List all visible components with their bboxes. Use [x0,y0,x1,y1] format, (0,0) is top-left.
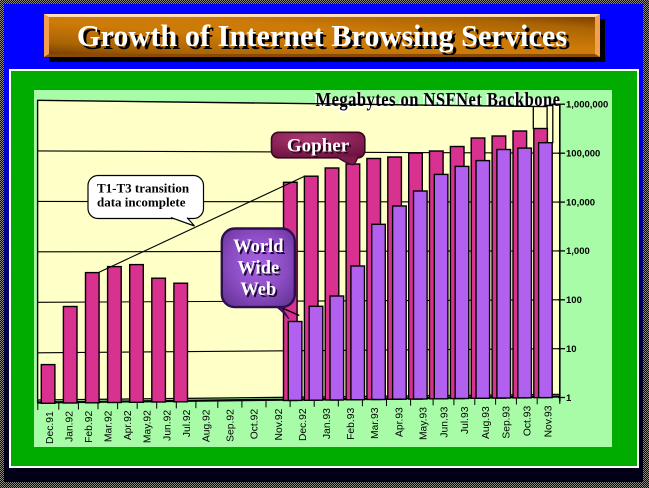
svg-text:Mar.92: Mar.92 [104,410,115,442]
svg-text:Aug.93: Aug.93 [481,406,492,439]
svg-text:Web: Web [240,280,276,300]
svg-text:Oct.93: Oct.93 [523,406,534,437]
svg-text:10,000: 10,000 [566,198,595,209]
svg-text:Wide: Wide [237,259,279,279]
svg-text:Jun.93: Jun.93 [439,406,450,437]
svg-text:100: 100 [566,295,582,306]
svg-text:May.93: May.93 [418,407,429,440]
svg-text:World: World [233,237,284,257]
svg-text:Jun.92: Jun.92 [162,410,173,441]
svg-text:Megabytes on NSFNet Backbone: Megabytes on NSFNet Backbone [316,89,561,111]
svg-text:May.92: May.92 [143,410,154,443]
svg-text:Dec.91: Dec.91 [45,411,56,444]
svg-text:Feb.92: Feb.92 [84,411,95,443]
svg-text:Oct.92: Oct.92 [250,409,261,440]
svg-text:Apr.92: Apr.92 [123,410,134,440]
svg-text:Mar.93: Mar.93 [370,407,381,439]
svg-text:100,000: 100,000 [566,149,600,160]
svg-text:Dec.92: Dec.92 [298,408,309,441]
svg-text:Megabytes on NSFNet Backbone: Megabytes on NSFNet Backbone [316,91,561,113]
svg-text:Jan.92: Jan.92 [64,411,75,442]
svg-text:Web: Web [242,282,278,302]
svg-text:Apr.93: Apr.93 [394,407,405,437]
svg-text:Feb.93: Feb.93 [346,408,357,440]
svg-text:Gopher: Gopher [287,136,350,157]
svg-text:Jan.93: Jan.93 [322,408,333,439]
svg-text:Megabytes on NSFNet Backbone: Megabytes on NSFNet Backbone [313,91,558,113]
svg-text:Nov.92: Nov.92 [274,408,285,440]
svg-text:Nov.93: Nov.93 [543,405,554,437]
svg-text:1,000,000: 1,000,000 [566,100,608,111]
svg-text:T1-T3 transition: T1-T3 transition [97,181,190,196]
svg-text:Sep.92: Sep.92 [226,409,237,442]
svg-text:Sep.93: Sep.93 [502,406,513,439]
svg-text:data incomplete: data incomplete [97,195,186,210]
svg-text:10: 10 [566,344,577,355]
svg-text:Aug.92: Aug.92 [202,409,213,442]
svg-text:World: World [235,239,286,259]
svg-text:Wide: Wide [239,261,281,281]
svg-text:Jul.92: Jul.92 [182,409,193,437]
svg-text:1: 1 [566,393,572,404]
svg-text:Jul.93: Jul.93 [460,406,471,434]
svg-text:Gopher: Gopher [289,138,352,159]
svg-text:1,000: 1,000 [566,246,590,257]
